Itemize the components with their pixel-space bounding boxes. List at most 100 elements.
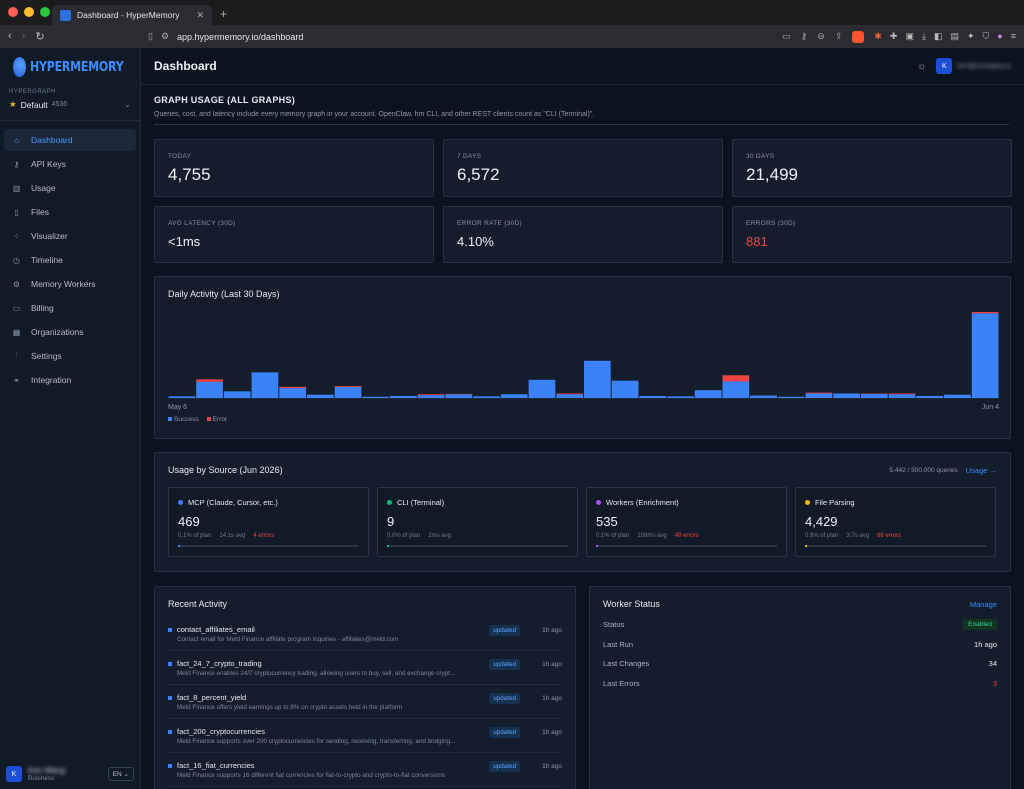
bar-success[interactable] xyxy=(390,395,417,398)
bar-success[interactable] xyxy=(722,381,750,398)
bar-success[interactable] xyxy=(750,395,777,398)
bar-success[interactable] xyxy=(196,381,223,398)
sidebar-item-files[interactable]: ▯ Files xyxy=(4,201,136,223)
bar-error[interactable] xyxy=(805,392,833,394)
extension-icon[interactable]: ✱ xyxy=(874,31,882,41)
bar-success[interactable] xyxy=(417,395,445,398)
list-item[interactable]: fact_8_percent_yield Meld Finance offers … xyxy=(168,685,562,719)
new-tab-icon[interactable]: + xyxy=(220,7,228,21)
source-title: File Parsing xyxy=(805,498,986,507)
worker-row-value: 34 xyxy=(988,659,997,669)
bar-success[interactable] xyxy=(805,393,833,398)
list-item[interactable]: fact_16_fiat_currencies Meld Finance supp… xyxy=(168,753,562,787)
bar-success[interactable] xyxy=(251,372,279,398)
sidebar-item-timeline[interactable]: ◷ Timeline xyxy=(4,249,136,271)
bar-success[interactable] xyxy=(777,396,805,398)
bar-success[interactable] xyxy=(307,394,334,398)
bar-error[interactable] xyxy=(196,379,223,382)
logo[interactable]: HYPERMEMORY xyxy=(0,48,140,86)
sidebar-item-billing[interactable]: ▭ Billing xyxy=(4,297,136,319)
avatar[interactable]: K xyxy=(6,766,22,782)
theme-toggle-icon[interactable]: ☼ xyxy=(917,60,927,72)
bar-success[interactable] xyxy=(611,380,639,398)
bar-success[interactable] xyxy=(334,386,362,398)
screenshot-icon[interactable]: ▣ xyxy=(905,31,914,41)
stat-card-30-days: 30 DAYS 21,499 xyxy=(732,139,1012,197)
bar-error[interactable] xyxy=(556,393,583,395)
bar-error[interactable] xyxy=(279,386,306,389)
bar-success[interactable] xyxy=(168,396,196,398)
bookmark-icon[interactable]: ▯ xyxy=(148,31,153,41)
sidebar-item-integration[interactable]: ⚭ Integration xyxy=(4,369,136,391)
manage-link[interactable]: Manage xyxy=(969,599,997,609)
site-info-icon[interactable]: ⚙ xyxy=(160,31,170,41)
wallet-icon[interactable]: ▤ xyxy=(950,31,959,41)
menu-icon[interactable]: ≡ xyxy=(1010,31,1016,41)
sidebar-item-dashboard[interactable]: ⌂ Dashboard xyxy=(4,129,136,151)
item-name-row: fact_24_7_crypto_trading xyxy=(168,659,562,668)
bar-success[interactable] xyxy=(473,396,500,398)
user-footer[interactable]: K Ken Wang Business EN ⌄ xyxy=(0,759,140,789)
list-item[interactable]: fact_200_cryptocurrencies Meld Finance su… xyxy=(168,719,562,753)
bar-success[interactable] xyxy=(667,396,694,398)
cast-icon[interactable]: ▭ xyxy=(782,30,791,41)
reload-icon[interactable]: ↻ xyxy=(35,31,45,43)
close-tab-icon[interactable]: ✕ xyxy=(196,9,204,20)
bar-success[interactable] xyxy=(279,388,306,398)
sidebar-item-usage[interactable]: ▥ Usage xyxy=(4,177,136,199)
bar-success[interactable] xyxy=(528,379,556,398)
bar-success[interactable] xyxy=(833,393,860,398)
share-icon[interactable]: ⇪ xyxy=(834,30,843,41)
daily-activity-title: Daily Activity (Last 30 Days) xyxy=(168,289,280,299)
bar-success[interactable] xyxy=(971,313,999,398)
ai-icon[interactable]: ✦ xyxy=(966,31,975,41)
sidebar-toggle-icon[interactable]: ◧ xyxy=(933,31,943,41)
bar-success[interactable] xyxy=(944,394,971,398)
language-select[interactable]: EN ⌄ xyxy=(107,767,134,781)
item-description: Meld Finance supports 16 different fiat … xyxy=(177,772,445,779)
close-window-button[interactable] xyxy=(8,7,18,17)
bar-success[interactable] xyxy=(694,390,722,398)
bar-error[interactable] xyxy=(334,386,362,387)
bar-error[interactable] xyxy=(888,393,916,395)
bar-success[interactable] xyxy=(888,394,916,398)
sidebar-item-organizations[interactable]: ▦ Organizations xyxy=(4,321,136,343)
bar-success[interactable] xyxy=(500,394,528,398)
sidebar-item-api-keys[interactable]: ⚷ API Keys xyxy=(4,153,136,175)
bar-error[interactable] xyxy=(417,394,445,396)
address-bar[interactable]: ▯ ⚙ app.hypermemory.io/dashboard ▭ ⚷ ⊖ ⇪ xyxy=(148,28,865,45)
list-item[interactable]: fact_24_7_crypto_trading Meld Finance ena… xyxy=(168,651,562,685)
browser-tab[interactable]: Dashboard - HyperMemory ✕ xyxy=(52,5,212,25)
bar-success[interactable] xyxy=(584,360,611,398)
graph-selector[interactable]: ★ Default 4536 ⌄ xyxy=(0,95,140,121)
sidebar-item-visualizer[interactable]: ⁘ Visualizer xyxy=(4,225,136,247)
zoom-window-button[interactable] xyxy=(40,7,50,17)
bar-success[interactable] xyxy=(445,394,473,398)
account-menu[interactable]: K ken@company.io xyxy=(936,58,1011,74)
profile-icon[interactable]: ● xyxy=(997,31,1003,41)
minimize-window-button[interactable] xyxy=(24,7,34,17)
sidebar-item-label: Billing xyxy=(31,303,54,313)
bar-success[interactable] xyxy=(362,396,390,398)
puzzle-icon[interactable]: ✚ xyxy=(889,31,898,41)
bar-error[interactable] xyxy=(971,312,999,314)
bar-success[interactable] xyxy=(639,395,667,398)
sidebar-item-settings[interactable]: ⫶ Settings xyxy=(4,345,136,367)
zoom-icon[interactable]: ⊖ xyxy=(817,30,825,41)
download-icon[interactable]: ⤓ xyxy=(921,31,926,41)
back-icon[interactable]: ‹ xyxy=(8,30,12,42)
vpn-icon[interactable]: ⛉ xyxy=(982,31,990,41)
key-icon[interactable]: ⚷ xyxy=(800,30,808,41)
brave-shield-icon[interactable] xyxy=(852,30,865,43)
bar-error[interactable] xyxy=(722,375,750,382)
usage-link[interactable]: Usage → xyxy=(965,465,997,475)
sidebar-item-memory-workers[interactable]: ⚙ Memory Workers xyxy=(4,273,136,295)
bar-success[interactable] xyxy=(861,393,888,398)
list-item[interactable]: contact_affiliates_email Contact email fo… xyxy=(168,617,562,651)
bar-success[interactable] xyxy=(916,395,944,398)
url-text[interactable]: app.hypermemory.io/dashboard xyxy=(177,31,304,42)
forward-icon[interactable]: › xyxy=(21,30,26,42)
item-description: Meld Finance offers yield earnings up to… xyxy=(177,704,403,711)
bar-success[interactable] xyxy=(556,394,583,398)
bar-success[interactable] xyxy=(223,391,251,398)
